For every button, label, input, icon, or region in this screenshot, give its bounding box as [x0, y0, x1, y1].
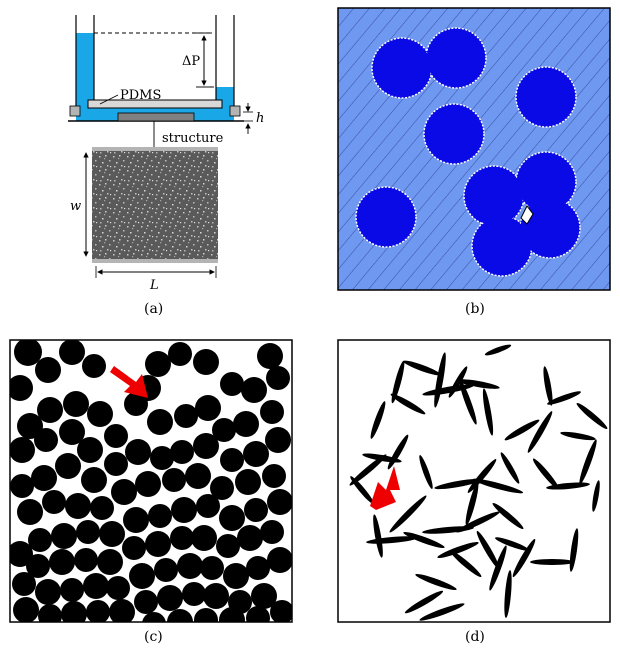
structure-label: structure [162, 131, 224, 146]
panel-a: ΔP PDMS h structure w L (a) [68, 15, 264, 317]
w-label: w [70, 199, 81, 214]
caption-a: (a) [144, 301, 163, 317]
pdms-label: PDMS [120, 88, 161, 103]
h-label: h [256, 111, 264, 126]
caption-d: (d) [465, 629, 485, 645]
caption-c: (c) [144, 629, 163, 645]
panel-b: (b) [338, 8, 610, 317]
panel-c: (c) [7, 338, 294, 645]
L-label: L [149, 278, 159, 293]
structure-slab [118, 113, 194, 121]
caption-b: (b) [465, 301, 485, 317]
structure-sample [92, 151, 218, 259]
panel-d: (d) [338, 340, 610, 645]
delta-p-label: ΔP [182, 54, 200, 69]
